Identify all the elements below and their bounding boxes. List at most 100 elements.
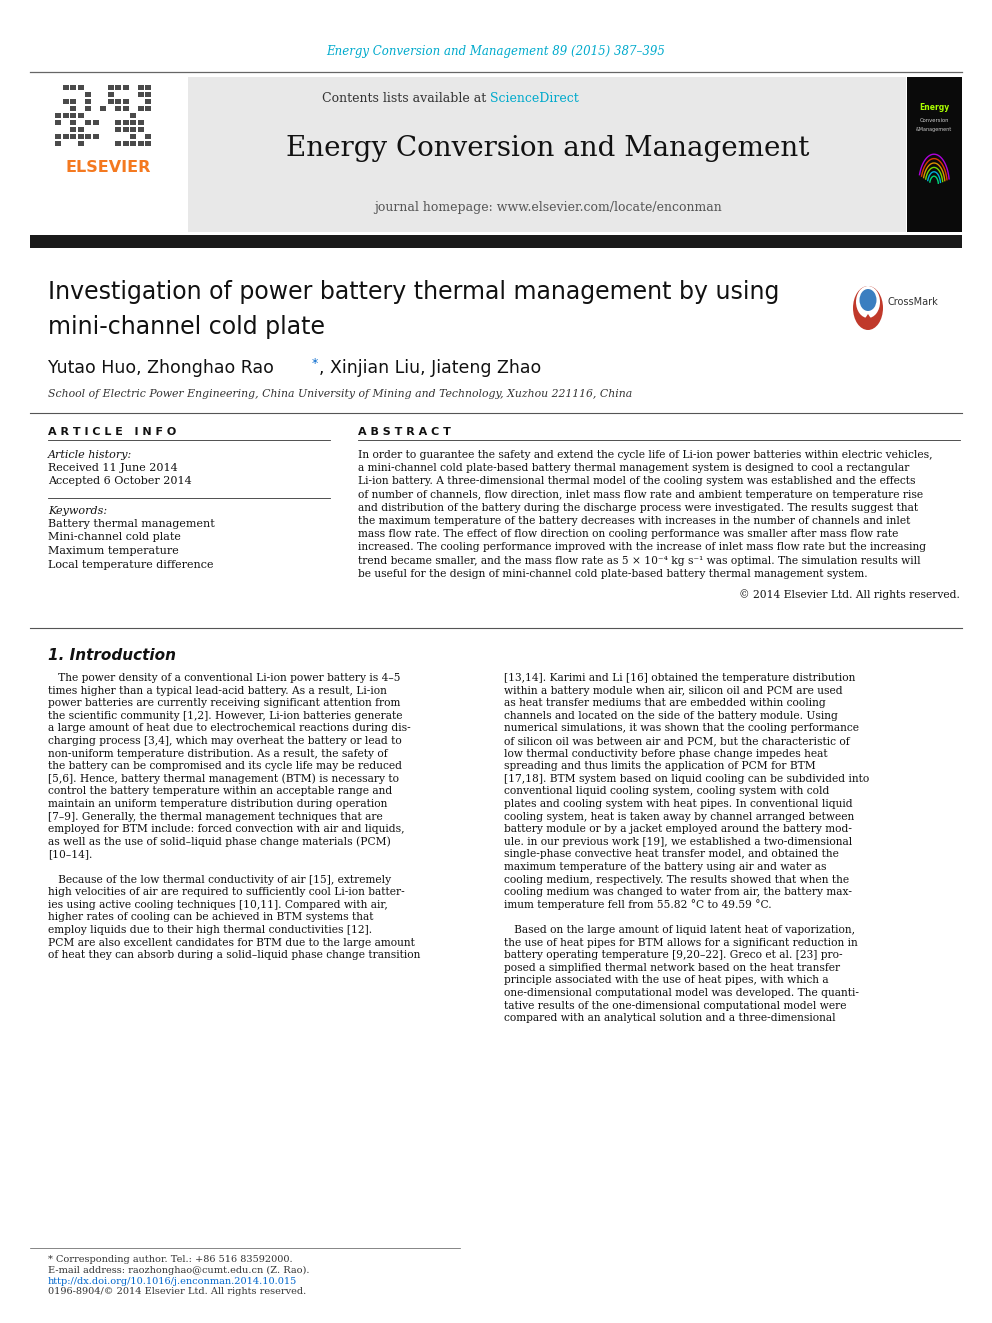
- Bar: [77, 85, 83, 90]
- Bar: [85, 106, 91, 111]
- Bar: [115, 127, 121, 132]
- Text: trend became smaller, and the mass flow rate as 5 × 10⁻⁴ kg s⁻¹ was optimal. The: trend became smaller, and the mass flow …: [358, 556, 921, 566]
- Text: Li-ion battery. A three-dimensional thermal model of the cooling system was esta: Li-ion battery. A three-dimensional ther…: [358, 476, 916, 487]
- Ellipse shape: [856, 286, 880, 318]
- Bar: [115, 106, 121, 111]
- Text: &Management: &Management: [916, 127, 952, 131]
- Text: as well as the use of solid–liquid phase change materials (PCM): as well as the use of solid–liquid phase…: [48, 836, 391, 847]
- Bar: [138, 85, 144, 90]
- Bar: [77, 140, 83, 146]
- Text: * Corresponding author. Tel.: +86 516 83592000.: * Corresponding author. Tel.: +86 516 83…: [48, 1254, 293, 1263]
- Text: Energy: Energy: [919, 103, 949, 112]
- Text: [13,14]. Karimi and Li [16] obtained the temperature distribution: [13,14]. Karimi and Li [16] obtained the…: [504, 673, 855, 683]
- Bar: [122, 119, 129, 124]
- Text: single-phase convective heat transfer model, and obtained the: single-phase convective heat transfer mo…: [504, 849, 839, 860]
- Text: Because of the low thermal conductivity of air [15], extremely: Because of the low thermal conductivity …: [48, 875, 391, 885]
- Text: 0196-8904/© 2014 Elsevier Ltd. All rights reserved.: 0196-8904/© 2014 Elsevier Ltd. All right…: [48, 1287, 307, 1297]
- Text: maintain an uniform temperature distribution during operation: maintain an uniform temperature distribu…: [48, 799, 387, 808]
- Bar: [70, 119, 76, 124]
- Bar: [145, 134, 151, 139]
- Text: journal homepage: www.elsevier.com/locate/enconman: journal homepage: www.elsevier.com/locat…: [374, 201, 722, 214]
- Text: In order to guarantee the safety and extend the cycle life of Li-ion power batte: In order to guarantee the safety and ext…: [358, 450, 932, 460]
- Bar: [107, 98, 113, 105]
- Bar: [130, 112, 136, 118]
- Text: CrossMark: CrossMark: [887, 296, 937, 307]
- Text: of heat they can absorb during a solid–liquid phase change transition: of heat they can absorb during a solid–l…: [48, 950, 421, 960]
- Text: cooling medium was changed to water from air, the battery max-: cooling medium was changed to water from…: [504, 888, 852, 897]
- Text: of silicon oil was between air and PCM, but the characteristic of: of silicon oil was between air and PCM, …: [504, 736, 849, 746]
- Text: School of Electric Power Engineering, China University of Mining and Technology,: School of Electric Power Engineering, Ch…: [48, 389, 632, 400]
- Text: maximum temperature of the battery using air and water as: maximum temperature of the battery using…: [504, 863, 826, 872]
- Bar: [115, 119, 121, 124]
- Bar: [70, 134, 76, 139]
- Bar: [70, 98, 76, 105]
- Text: ELSEVIER: ELSEVIER: [65, 160, 151, 176]
- Bar: [115, 85, 121, 90]
- Bar: [85, 134, 91, 139]
- Text: principle associated with the use of heat pipes, with which a: principle associated with the use of hea…: [504, 975, 828, 986]
- Text: of number of channels, flow direction, inlet mass flow rate and ambient temperat: of number of channels, flow direction, i…: [358, 490, 924, 500]
- Bar: [138, 91, 144, 97]
- Text: Accepted 6 October 2014: Accepted 6 October 2014: [48, 476, 191, 486]
- Text: the battery can be compromised and its cycle life may be reduced: the battery can be compromised and its c…: [48, 761, 402, 771]
- Bar: [122, 106, 129, 111]
- Text: imum temperature fell from 55.82 °C to 49.59 °C.: imum temperature fell from 55.82 °C to 4…: [504, 900, 772, 910]
- Text: ScienceDirect: ScienceDirect: [490, 91, 578, 105]
- Bar: [77, 127, 83, 132]
- Text: Based on the large amount of liquid latent heat of vaporization,: Based on the large amount of liquid late…: [504, 925, 855, 935]
- Text: posed a simplified thermal network based on the heat transfer: posed a simplified thermal network based…: [504, 963, 840, 972]
- Text: [5,6]. Hence, battery thermal management (BTM) is necessary to: [5,6]. Hence, battery thermal management…: [48, 774, 399, 785]
- Text: tative results of the one-dimensional computational model were: tative results of the one-dimensional co…: [504, 1000, 846, 1011]
- Text: employed for BTM include: forced convection with air and liquids,: employed for BTM include: forced convect…: [48, 824, 405, 835]
- Bar: [122, 85, 129, 90]
- Bar: [122, 140, 129, 146]
- Text: the maximum temperature of the battery decreases with increases in the number of: the maximum temperature of the battery d…: [358, 516, 911, 527]
- Bar: [907, 77, 962, 232]
- Bar: [115, 140, 121, 146]
- Bar: [100, 106, 106, 111]
- Text: non-uniform temperature distribution. As a result, the safety of: non-uniform temperature distribution. As…: [48, 749, 388, 758]
- Bar: [145, 98, 151, 105]
- Text: A B S T R A C T: A B S T R A C T: [358, 427, 451, 437]
- Bar: [138, 127, 144, 132]
- Text: Contents lists available at: Contents lists available at: [321, 91, 490, 105]
- Bar: [62, 112, 68, 118]
- Text: cooling medium, respectively. The results showed that when the: cooling medium, respectively. The result…: [504, 875, 849, 885]
- Bar: [107, 85, 113, 90]
- Text: battery operating temperature [9,20–22]. Greco et al. [23] pro-: battery operating temperature [9,20–22].…: [504, 950, 842, 960]
- Bar: [92, 119, 98, 124]
- Bar: [122, 127, 129, 132]
- Bar: [70, 85, 76, 90]
- Text: ies using active cooling techniques [10,11]. Compared with air,: ies using active cooling techniques [10,…: [48, 900, 388, 910]
- Text: Battery thermal management: Battery thermal management: [48, 519, 214, 529]
- Text: the scientific community [1,2]. However, Li-ion batteries generate: the scientific community [1,2]. However,…: [48, 710, 403, 721]
- Bar: [70, 127, 76, 132]
- Bar: [85, 98, 91, 105]
- Bar: [107, 91, 113, 97]
- Text: one-dimensional computational model was developed. The quanti-: one-dimensional computational model was …: [504, 988, 859, 998]
- Text: be useful for the design of mini-channel cold plate-based battery thermal manage: be useful for the design of mini-channel…: [358, 569, 868, 578]
- Text: *: *: [312, 356, 318, 369]
- Bar: [55, 140, 61, 146]
- Bar: [62, 85, 68, 90]
- Text: Article history:: Article history:: [48, 450, 132, 460]
- Bar: [145, 91, 151, 97]
- Bar: [130, 140, 136, 146]
- Bar: [145, 140, 151, 146]
- Bar: [138, 106, 144, 111]
- Bar: [138, 119, 144, 124]
- Text: Received 11 June 2014: Received 11 June 2014: [48, 463, 178, 474]
- Text: [17,18]. BTM system based on liquid cooling can be subdivided into: [17,18]. BTM system based on liquid cool…: [504, 774, 869, 783]
- Text: E-mail address: raozhonghao@cumt.edu.cn (Z. Rao).: E-mail address: raozhonghao@cumt.edu.cn …: [48, 1265, 310, 1274]
- Text: numerical simulations, it was shown that the cooling performance: numerical simulations, it was shown that…: [504, 724, 859, 733]
- Text: low thermal conductivity before phase change impedes heat: low thermal conductivity before phase ch…: [504, 749, 827, 758]
- Text: Maximum temperature: Maximum temperature: [48, 546, 179, 556]
- Bar: [70, 112, 76, 118]
- Text: higher rates of cooling can be achieved in BTM systems that: higher rates of cooling can be achieved …: [48, 913, 374, 922]
- Text: Energy Conversion and Management 89 (2015) 387–395: Energy Conversion and Management 89 (201…: [326, 45, 666, 58]
- Text: plates and cooling system with heat pipes. In conventional liquid: plates and cooling system with heat pipe…: [504, 799, 853, 808]
- Text: mini-channel cold plate: mini-channel cold plate: [48, 315, 325, 339]
- Text: times higher than a typical lead-acid battery. As a result, Li-ion: times higher than a typical lead-acid ba…: [48, 685, 387, 696]
- Text: employ liquids due to their high thermal conductivities [12].: employ liquids due to their high thermal…: [48, 925, 372, 935]
- Text: within a battery module when air, silicon oil and PCM are used: within a battery module when air, silico…: [504, 685, 842, 696]
